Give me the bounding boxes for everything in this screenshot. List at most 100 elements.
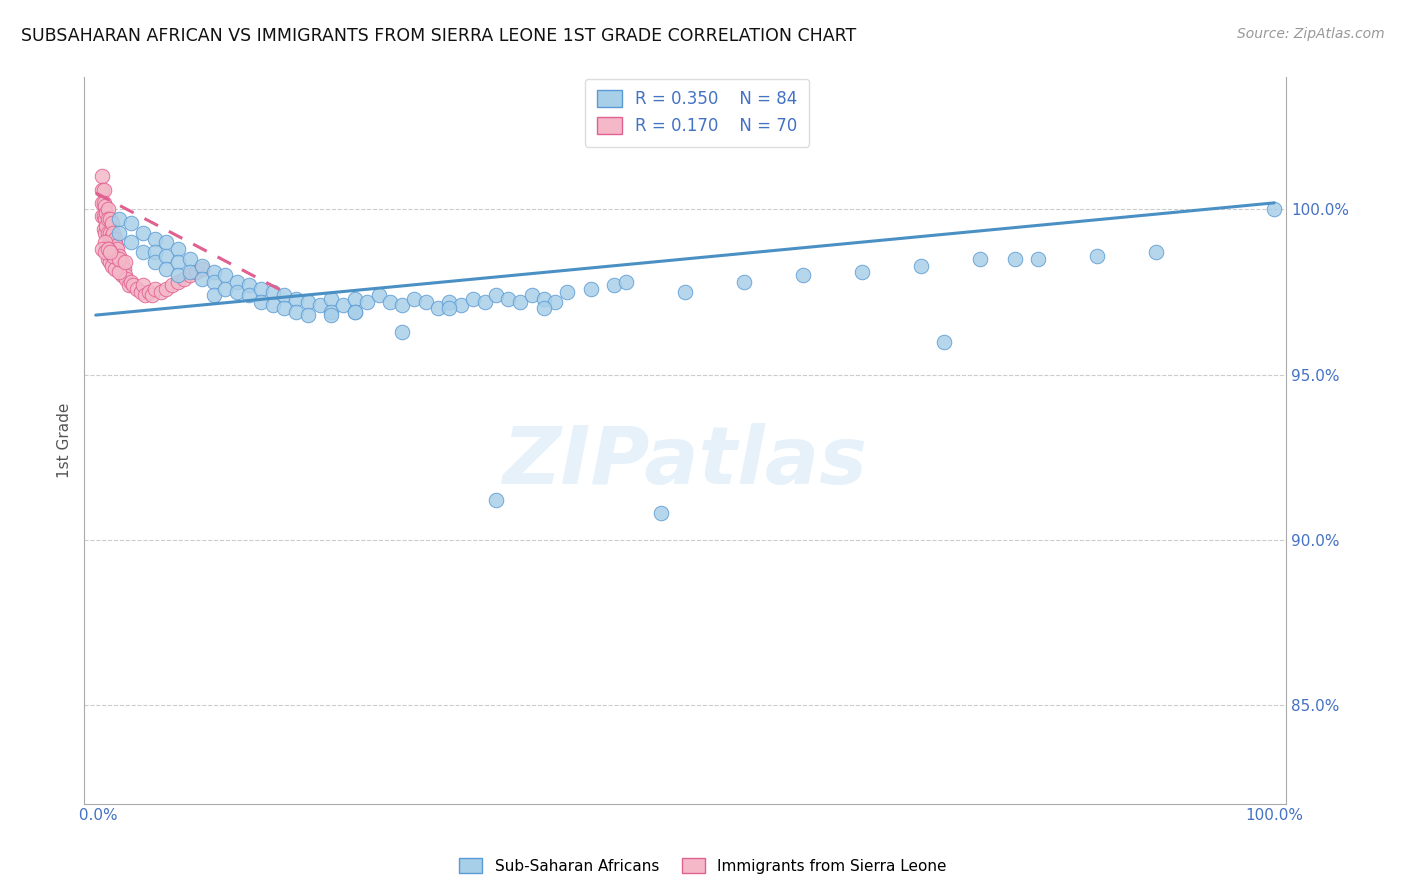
Point bbox=[108, 226, 131, 240]
Point bbox=[474, 294, 496, 309]
Point bbox=[191, 272, 214, 286]
Point bbox=[238, 278, 260, 293]
Point bbox=[120, 235, 142, 250]
Point bbox=[509, 294, 531, 309]
Point bbox=[96, 202, 118, 217]
Point bbox=[101, 216, 124, 230]
Point bbox=[214, 282, 236, 296]
Point bbox=[167, 242, 190, 256]
Y-axis label: 1st Grade: 1st Grade bbox=[58, 403, 72, 478]
Point bbox=[167, 275, 190, 289]
Point bbox=[96, 252, 118, 266]
Point bbox=[332, 298, 354, 312]
Point bbox=[94, 199, 117, 213]
Point bbox=[120, 275, 142, 289]
Point bbox=[226, 285, 249, 299]
Point bbox=[94, 226, 117, 240]
Point bbox=[94, 212, 117, 227]
Point bbox=[162, 278, 184, 293]
Point bbox=[108, 252, 131, 266]
Point bbox=[1087, 249, 1109, 263]
Point bbox=[367, 288, 389, 302]
Point bbox=[111, 268, 134, 283]
Point bbox=[93, 195, 115, 210]
Point bbox=[120, 216, 142, 230]
Point bbox=[104, 239, 127, 253]
Point bbox=[96, 219, 118, 233]
Point bbox=[415, 294, 437, 309]
Point bbox=[1144, 245, 1167, 260]
Point bbox=[520, 288, 543, 302]
Point bbox=[105, 255, 128, 269]
Point bbox=[226, 275, 249, 289]
Point bbox=[792, 268, 814, 283]
Point bbox=[90, 242, 112, 256]
Point bbox=[93, 209, 115, 223]
Point bbox=[238, 288, 260, 302]
Point bbox=[344, 305, 367, 319]
Point bbox=[104, 245, 127, 260]
Point bbox=[262, 285, 284, 299]
Point bbox=[90, 169, 112, 184]
Point bbox=[143, 245, 166, 260]
Point bbox=[122, 278, 145, 293]
Point bbox=[141, 288, 163, 302]
Point bbox=[96, 212, 118, 227]
Point bbox=[1004, 252, 1026, 266]
Legend: Sub-Saharan Africans, Immigrants from Sierra Leone: Sub-Saharan Africans, Immigrants from Si… bbox=[453, 852, 953, 880]
Point bbox=[461, 292, 484, 306]
Point bbox=[450, 298, 472, 312]
Point bbox=[533, 292, 555, 306]
Point bbox=[96, 242, 118, 256]
Point bbox=[90, 195, 112, 210]
Legend: R = 0.350    N = 84, R = 0.170    N = 70: R = 0.350 N = 84, R = 0.170 N = 70 bbox=[585, 78, 808, 146]
Point bbox=[138, 285, 160, 299]
Point bbox=[273, 288, 295, 302]
Point bbox=[98, 212, 121, 227]
Point bbox=[934, 334, 956, 349]
Point bbox=[101, 259, 124, 273]
Text: SUBSAHARAN AFRICAN VS IMMIGRANTS FROM SIERRA LEONE 1ST GRADE CORRELATION CHART: SUBSAHARAN AFRICAN VS IMMIGRANTS FROM SI… bbox=[21, 27, 856, 45]
Point bbox=[273, 301, 295, 316]
Point bbox=[285, 292, 308, 306]
Point bbox=[533, 301, 555, 316]
Point bbox=[108, 212, 131, 227]
Point bbox=[90, 209, 112, 223]
Point bbox=[104, 252, 127, 266]
Point bbox=[202, 288, 225, 302]
Point bbox=[149, 285, 172, 299]
Point bbox=[143, 282, 166, 296]
Point bbox=[191, 261, 214, 276]
Point bbox=[579, 282, 602, 296]
Text: ZIPatlas: ZIPatlas bbox=[502, 424, 868, 501]
Point bbox=[108, 249, 131, 263]
Point bbox=[344, 292, 367, 306]
Point bbox=[603, 278, 626, 293]
Point bbox=[129, 285, 152, 299]
Point bbox=[155, 282, 177, 296]
Point bbox=[155, 249, 177, 263]
Point bbox=[132, 278, 155, 293]
Point bbox=[96, 242, 118, 256]
Point bbox=[297, 308, 319, 322]
Point bbox=[101, 228, 124, 243]
Point bbox=[391, 298, 413, 312]
Point bbox=[202, 265, 225, 279]
Point bbox=[112, 261, 135, 276]
Point bbox=[614, 275, 637, 289]
Point bbox=[96, 226, 118, 240]
Point bbox=[143, 232, 166, 246]
Point bbox=[94, 245, 117, 260]
Point bbox=[93, 183, 115, 197]
Point bbox=[191, 259, 214, 273]
Point bbox=[103, 226, 125, 240]
Point bbox=[108, 261, 131, 276]
Point bbox=[132, 226, 155, 240]
Point bbox=[98, 239, 121, 253]
Point bbox=[1028, 252, 1050, 266]
Point bbox=[103, 249, 125, 263]
Point bbox=[249, 282, 271, 296]
Text: Source: ZipAtlas.com: Source: ZipAtlas.com bbox=[1237, 27, 1385, 41]
Point bbox=[321, 292, 343, 306]
Point bbox=[344, 305, 367, 319]
